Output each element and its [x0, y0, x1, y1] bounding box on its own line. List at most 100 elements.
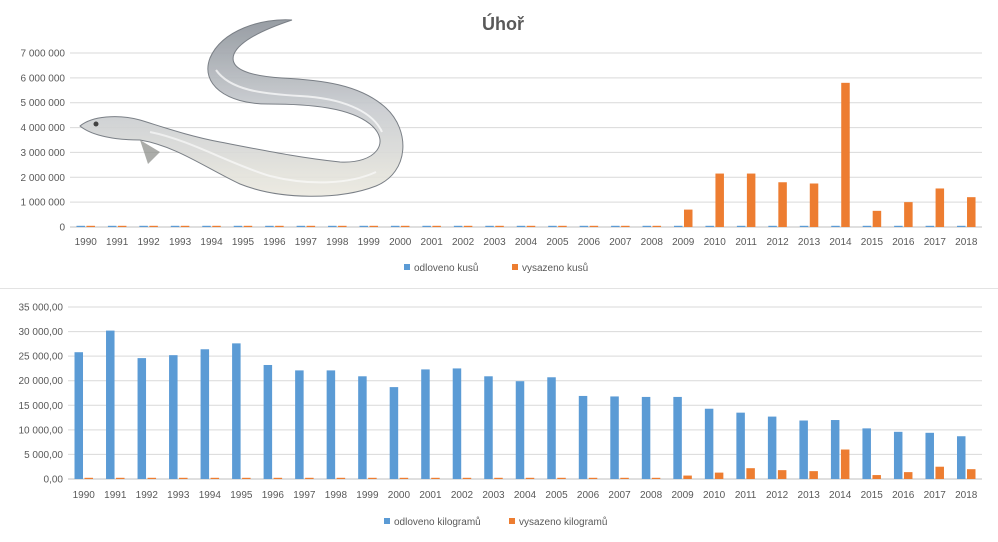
y-tick-label: 6 000 000: [21, 73, 66, 84]
x-tick-label: 2012: [766, 237, 789, 248]
x-tick-label: 1994: [199, 490, 222, 501]
x-tick-label: 1992: [136, 490, 159, 501]
x-tick-label: 2000: [389, 237, 412, 248]
bar-vysazeno-1992: [147, 477, 157, 479]
bar-vysazeno-1997: [306, 225, 316, 227]
bar-vysazeno-2017: [935, 466, 944, 479]
bar-vysazeno-2016: [903, 472, 913, 479]
x-tick-label: 2004: [515, 237, 538, 248]
y-tick-label: 5 000,00: [24, 450, 63, 461]
bar-vysazeno-1993: [180, 225, 190, 227]
bar-odloveno-2002: [453, 225, 463, 227]
x-tick-label: 2005: [546, 237, 569, 248]
bar-odloveno-2000: [389, 387, 399, 479]
legend-swatch-vysazeno-kusu: [512, 264, 518, 270]
y-tick-label: 7 000 000: [21, 49, 66, 60]
bar-vysazeno-2018: [966, 469, 976, 479]
bar-odloveno-2017: [925, 225, 935, 227]
legend-label-odloveno-kilogramu: odloveno kilogramů: [394, 516, 481, 528]
x-tick-label: 1993: [167, 490, 190, 501]
chart-bottom-gridlines: [68, 306, 982, 480]
bar-vysazeno-2004: [526, 225, 536, 227]
bar-vysazeno-2000: [399, 477, 409, 479]
bar-vysazeno-2013: [809, 183, 819, 227]
bar-odloveno-1990: [76, 225, 85, 227]
bar-vysazeno-2015: [872, 210, 882, 227]
bar-odloveno-1991: [106, 330, 115, 479]
x-tick-label: 2014: [829, 490, 852, 501]
bar-vysazeno-2000: [400, 225, 410, 227]
legend-swatch-odloveno-kilogramu: [384, 518, 390, 524]
bar-vysazeno-2001: [431, 477, 440, 479]
bar-odloveno-2013: [799, 420, 808, 479]
y-tick-label: 1 000 000: [21, 198, 66, 209]
chart-bottom-legend: odloveno kilogramů vysazeno kilogramů: [384, 516, 607, 528]
bar-odloveno-1999: [359, 225, 369, 227]
x-tick-label: 2018: [955, 490, 978, 501]
x-tick-label: 2016: [892, 237, 915, 248]
bar-vysazeno-1995: [242, 477, 251, 479]
bar-vysazeno-2010: [715, 173, 724, 227]
x-tick-label: 2007: [608, 490, 631, 501]
x-tick-label: 2003: [483, 237, 506, 248]
bar-odloveno-2005: [547, 377, 556, 479]
bar-vysazeno-1991: [116, 477, 125, 479]
y-tick-label: 20 000,00: [19, 376, 64, 387]
bar-vysazeno-2014: [841, 82, 850, 227]
bar-odloveno-1999: [358, 376, 367, 479]
bar-vysazeno-2008: [651, 477, 661, 479]
bar-odloveno-2003: [485, 225, 494, 227]
bar-vysazeno-1996: [273, 477, 283, 479]
bar-odloveno-2009: [673, 225, 683, 227]
x-tick-label: 1999: [356, 490, 379, 501]
bar-odloveno-1997: [295, 370, 304, 479]
bar-odloveno-2002: [452, 368, 462, 479]
y-tick-label: 30 000,00: [19, 327, 64, 338]
x-tick-label: 2018: [955, 237, 978, 248]
bar-vysazeno-1992: [149, 225, 158, 227]
bar-odloveno-1993: [170, 225, 180, 227]
bar-odloveno-2016: [893, 431, 903, 479]
legend-label-vysazeno-kilogramu: vysazeno kilogramů: [519, 516, 607, 528]
chart-top-legend: odloveno kusů vysazeno kusů: [404, 262, 588, 274]
bar-odloveno-1990: [74, 352, 84, 479]
x-tick-label: 2016: [892, 490, 915, 501]
bar-odloveno-2010: [704, 408, 714, 479]
chart-bottom-bars: [74, 330, 976, 479]
bar-vysazeno-2002: [462, 477, 472, 479]
bar-vysazeno-2006: [589, 225, 599, 227]
legend-swatch-vysazeno-kilogramu: [509, 518, 515, 524]
x-tick-label: 2006: [577, 490, 600, 501]
y-tick-label: 35 000,00: [19, 303, 64, 314]
bar-odloveno-2016: [894, 225, 903, 227]
chart-bottom-svg: 0,00 5 000,00 10 000,00 15 000,00 20 000,00 2…: [19, 303, 982, 528]
bar-odloveno-2017: [925, 432, 934, 479]
bar-vysazeno-2001: [432, 225, 441, 227]
bar-odloveno-2003: [484, 376, 493, 479]
x-tick-label: 2008: [640, 490, 663, 501]
bar-vysazeno-2012: [778, 182, 787, 227]
x-tick-label: 2015: [861, 490, 884, 501]
bar-vysazeno-2013: [809, 471, 818, 479]
x-tick-label: 2017: [924, 490, 947, 501]
x-tick-label: 2011: [735, 490, 757, 501]
bar-odloveno-1995: [233, 225, 243, 227]
bar-odloveno-2010: [705, 225, 714, 227]
bar-vysazeno-2004: [525, 477, 535, 479]
bar-vysazeno-1990: [84, 477, 94, 479]
y-tick-label: 3 000 000: [21, 148, 66, 159]
bar-odloveno-2011: [736, 412, 745, 479]
x-tick-label: 1995: [232, 237, 255, 248]
y-tick-label: 10 000,00: [19, 425, 64, 436]
bar-vysazeno-1996: [275, 225, 284, 227]
bar-odloveno-2013: [799, 225, 809, 227]
x-tick-label: 2014: [829, 237, 852, 248]
chart-bottom-y-axis: 0,00 5 000,00 10 000,00 15 000,00 20 000,00 2…: [19, 303, 64, 486]
chart-top-panel: 0 1 000 000 2 000 000 3 000 000 4 000 000 5 0…: [0, 13, 998, 289]
bar-vysazeno-1999: [369, 225, 379, 227]
bar-vysazeno-2006: [588, 477, 598, 479]
bar-vysazeno-2009: [683, 209, 693, 227]
bar-odloveno-2018: [956, 436, 966, 479]
x-tick-label: 2000: [388, 490, 411, 501]
bar-odloveno-2001: [422, 225, 431, 227]
